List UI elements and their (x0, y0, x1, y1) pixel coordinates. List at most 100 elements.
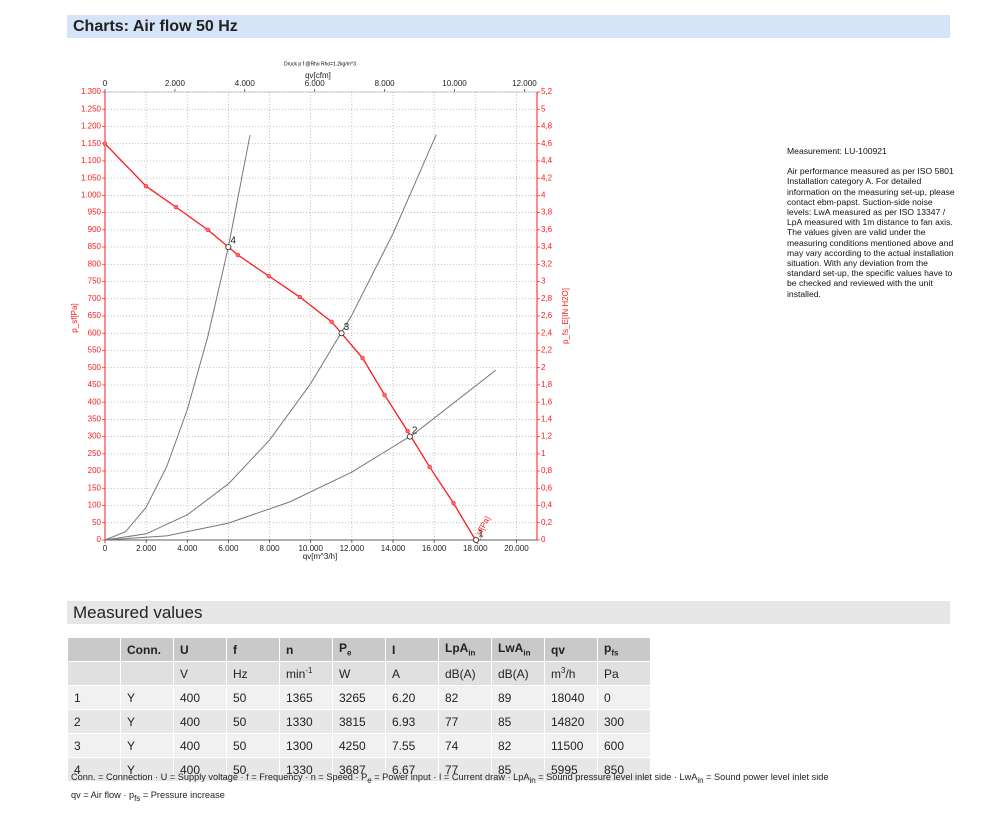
table-cell: 7.55 (385, 733, 439, 758)
x2-tick-label: 10.000 (442, 79, 467, 88)
table-cell: 18040 (544, 685, 598, 710)
x2-tick-label: 2.000 (165, 79, 186, 88)
y-tick-label: 700 (88, 294, 102, 303)
table-row: 1 Y 400 50 1365 3265 6.20 82 89 18040 0 (67, 685, 651, 710)
y-tick-label: 500 (88, 363, 102, 372)
series-line (104, 134, 251, 541)
x2-tick-label: 4.000 (235, 79, 256, 88)
footnote-text: = Sound power level inlet side (703, 772, 829, 782)
y2-tick-label: 0,6 (541, 483, 553, 492)
measurement: Measurement: LU-100921 (787, 146, 887, 156)
table-cell: 400 (173, 685, 227, 710)
x2-tick-label: 8.000 (375, 79, 396, 88)
table-cell: 1330 (279, 757, 333, 782)
y2-tick-label: 4,2 (541, 173, 553, 182)
table-cell: 74 (438, 733, 492, 758)
table-row: 3 Y 400 50 1300 4250 7.55 74 82 11500 600 (67, 733, 651, 758)
y2-tick-label: 0,4 (541, 501, 553, 510)
table-cell: Y (120, 685, 174, 710)
table-cell: qv (544, 637, 598, 662)
y-tick-label: 200 (88, 466, 102, 475)
point-label: 2 (412, 425, 418, 436)
y-tick-label: 0 (97, 535, 102, 544)
y2-tick-label: 2,4 (541, 328, 553, 337)
operating-point (406, 433, 413, 440)
y2-tick-label: 1 (541, 449, 546, 458)
y2-tick-label: 4,6 (541, 139, 553, 148)
table-cell: 3815 (332, 709, 386, 734)
table-cell: 14820 (544, 709, 598, 734)
table-row: 4 Y 400 50 1330 3687 6.67 77 85 5995 850 (67, 757, 651, 782)
cell-text: LpA (445, 641, 469, 656)
y-tick-label: 1.250 (81, 104, 102, 113)
x-tick-label: 10.000 (298, 544, 323, 553)
table-cell: f (226, 637, 280, 662)
cell-sup: 3 (561, 666, 566, 675)
marker (405, 428, 410, 434)
y-tick-label: 450 (88, 380, 102, 389)
table-cell: 85 (491, 757, 545, 782)
section-title: Measured values (67, 601, 950, 624)
table-row: 2 Y 400 50 1330 3815 6.93 77 85 14820 300 (67, 709, 651, 734)
footnote-text: qv = Air flow · p (71, 790, 135, 800)
point-label: 3 (344, 322, 350, 333)
y2-tick-label: 3,6 (541, 225, 553, 234)
x2-tick-label: 0 (103, 79, 108, 88)
y2-tick-label: 3,8 (541, 208, 553, 217)
y-tick-label: 1.300 (81, 87, 102, 96)
y-tick-label: 100 (88, 501, 102, 510)
table-cell: 4 (67, 757, 121, 782)
cell-text: P (339, 641, 348, 656)
x2-tick-label: 6.000 (305, 79, 326, 88)
marker (297, 294, 303, 300)
x-tick-label: 4.000 (177, 544, 198, 553)
y2-tick-label: 0,2 (541, 518, 553, 527)
table-cell: 50 (226, 709, 280, 734)
note: Measurement: LU-100921 Air performance m… (787, 146, 957, 309)
marker (235, 252, 241, 258)
table-cell: 50 (226, 733, 280, 758)
table-cell: 3265 (332, 685, 386, 710)
cell-text: LwA (498, 641, 524, 656)
table-cell (67, 661, 121, 686)
table-cell: 5995 (544, 757, 598, 782)
y-tick-label: 600 (88, 328, 102, 337)
table-cell: 82 (491, 733, 545, 758)
table-cell: 3687 (332, 757, 386, 782)
table-cell: U (173, 637, 227, 662)
cell-sub: in (468, 648, 476, 658)
table-cell: Conn. (120, 637, 174, 662)
table-cell: 50 (226, 757, 280, 782)
table-cell: dB(A) (491, 661, 545, 686)
cell-sub: in (523, 648, 531, 658)
marker (266, 273, 271, 279)
y2-tick-label: 3 (541, 277, 546, 286)
x-tick-label: 12.000 (340, 544, 365, 553)
cell-text: p (604, 641, 612, 656)
chart: Druck p f @Rho Rho=1.2kg/m^3 0 2.000 4.000 6… (70, 61, 570, 561)
x-tick-label: 18.000 (463, 544, 488, 553)
point-label: 4 (230, 236, 236, 247)
footnote-sub: in (697, 775, 704, 785)
table-cell: m3/h (544, 661, 598, 686)
y-tick-label: 900 (88, 225, 102, 234)
table-cell: 4250 (332, 733, 386, 758)
table-cell: V (173, 661, 227, 686)
x2-tick-label: 12.000 (512, 79, 537, 88)
operating-point (473, 537, 480, 544)
table-cell: 82 (438, 685, 492, 710)
y-tick-label: 1.100 (81, 156, 102, 165)
table-cell: Y (120, 757, 174, 782)
y2-tick-label: 1,2 (541, 432, 553, 441)
y2-tick-label: 2,6 (541, 311, 553, 320)
table-cell: 400 (173, 757, 227, 782)
series-line (104, 143, 477, 541)
note-text: Air performance measured as per ISO 5801… (787, 166, 955, 299)
table-cell: 3 (67, 733, 121, 758)
y-tick-label: 150 (88, 483, 102, 492)
table-cell: W (332, 661, 386, 686)
footnote-text: = Sound pressure level inlet side · LwA (535, 772, 698, 782)
